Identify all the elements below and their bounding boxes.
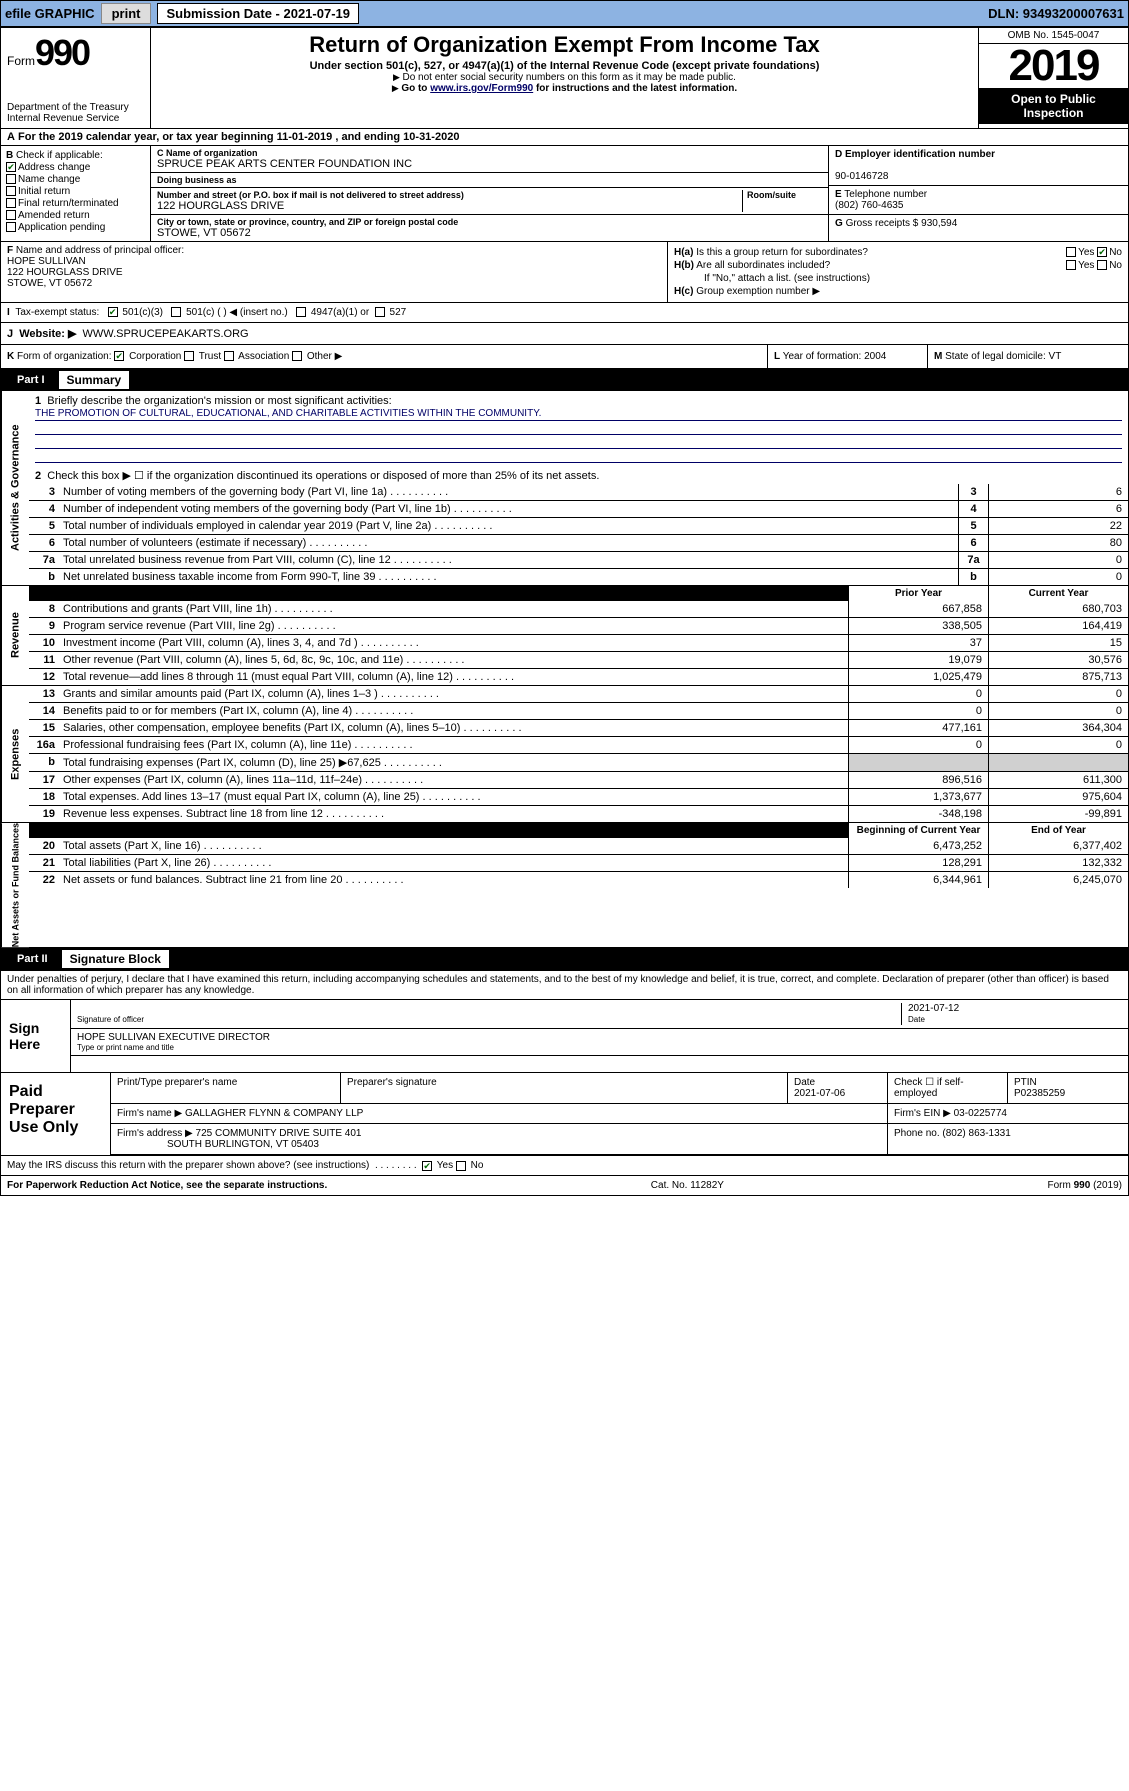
curr-8: 680,703 [988, 601, 1128, 617]
print-button[interactable]: print [101, 3, 152, 24]
form-word: Form [7, 54, 35, 68]
cb-initial-return[interactable] [6, 186, 16, 196]
col-b-checkboxes: B Check if applicable: Address change Na… [1, 146, 151, 241]
gov-val-3: 6 [988, 484, 1128, 500]
prior-14: 0 [848, 703, 988, 719]
curr-13: 0 [988, 686, 1128, 702]
curr-21: 132,332 [988, 855, 1128, 871]
form-subtitle-3: Go to www.irs.gov/Form990 for instructio… [157, 83, 972, 94]
pra-notice: For Paperwork Reduction Act Notice, see … [7, 1180, 327, 1191]
prior-19: -348,198 [848, 806, 988, 822]
curr-14: 0 [988, 703, 1128, 719]
sign-here-label: Sign Here [1, 1000, 71, 1072]
part-i-header: Part I Summary [1, 369, 1128, 391]
prior-10: 37 [848, 635, 988, 651]
dln-label: DLN: 93493200007631 [988, 6, 1124, 21]
org-city: STOWE, VT 05672 [157, 227, 822, 239]
cb-address-change[interactable] [6, 162, 16, 172]
cb-501c3[interactable] [108, 307, 118, 317]
website: WWW.SPRUCEPEAKARTS.ORG [83, 328, 249, 340]
open-public-badge: Open to Public Inspection [979, 88, 1128, 124]
part-ii-header: Part II Signature Block [1, 948, 1128, 970]
mission-text: THE PROMOTION OF CULTURAL, EDUCATIONAL, … [35, 407, 1122, 421]
gov-val-6: 80 [988, 535, 1128, 551]
curr-11: 30,576 [988, 652, 1128, 668]
cb-amended[interactable] [6, 210, 16, 220]
gross-receipts: 930,594 [921, 218, 957, 229]
form-subtitle-1: Under section 501(c), 527, or 4947(a)(1)… [157, 60, 972, 72]
gov-val-b: 0 [988, 569, 1128, 585]
curr-22: 6,245,070 [988, 872, 1128, 888]
prior-13: 0 [848, 686, 988, 702]
curr-12: 875,713 [988, 669, 1128, 685]
gov-val-7a: 0 [988, 552, 1128, 568]
gov-val-4: 6 [988, 501, 1128, 517]
phone: (802) 760-4635 [835, 200, 903, 211]
tax-year: 2019 [979, 44, 1128, 88]
officer-name: HOPE SULLIVAN [7, 256, 86, 267]
side-expenses: Expenses [1, 686, 29, 822]
prior-12: 1,025,479 [848, 669, 988, 685]
curr-17: 611,300 [988, 772, 1128, 788]
discuss-question: May the IRS discuss this return with the… [7, 1160, 483, 1171]
prior-22: 6,344,961 [848, 872, 988, 888]
form-number: 990 [35, 32, 89, 73]
curr-19: -99,891 [988, 806, 1128, 822]
prior-15: 477,161 [848, 720, 988, 736]
curr-9: 164,419 [988, 618, 1128, 634]
prior-b [848, 754, 988, 771]
cb-name-change[interactable] [6, 174, 16, 184]
paid-preparer-label: Paid Preparer Use Only [1, 1073, 111, 1155]
sign-date: 2021-07-12 [908, 1003, 959, 1014]
prior-11: 19,079 [848, 652, 988, 668]
row-a-period: A For the 2019 calendar year, or tax yea… [1, 129, 1128, 146]
side-netassets: Net Assets or Fund Balances [1, 823, 29, 947]
org-address: 122 HOURGLASS DRIVE [157, 200, 742, 212]
domicile: VT [1049, 351, 1062, 362]
prior-18: 1,373,677 [848, 789, 988, 805]
curr-18: 975,604 [988, 789, 1128, 805]
ein: 90-0146728 [835, 171, 888, 182]
org-name: SPRUCE PEAK ARTS CENTER FOUNDATION INC [157, 158, 822, 170]
firm-addr: 725 COMMUNITY DRIVE SUITE 401 [196, 1128, 362, 1139]
curr-15: 364,304 [988, 720, 1128, 736]
year-formation: 2004 [864, 351, 886, 362]
prep-date: 2021-07-06 [794, 1088, 845, 1099]
perjury-statement: Under penalties of perjury, I declare th… [1, 970, 1128, 999]
prior-16a: 0 [848, 737, 988, 753]
firm-name: GALLAGHER FLYNN & COMPANY LLP [185, 1108, 363, 1119]
firm-ein: 03-0225774 [954, 1108, 1007, 1119]
side-governance: Activities & Governance [1, 391, 29, 585]
cat-no: Cat. No. 11282Y [651, 1180, 724, 1191]
form-990: Form990 Department of the Treasury Inter… [0, 27, 1129, 1196]
prior-20: 6,473,252 [848, 838, 988, 854]
curr-10: 15 [988, 635, 1128, 651]
efile-label: efile GRAPHIC [5, 6, 95, 21]
ptin: P02385259 [1014, 1088, 1065, 1099]
form-footer: Form 990 (2019) [1048, 1180, 1122, 1191]
curr-b [988, 754, 1128, 771]
prior-21: 128,291 [848, 855, 988, 871]
prior-8: 667,858 [848, 601, 988, 617]
prior-17: 896,516 [848, 772, 988, 788]
submission-date: Submission Date - 2021-07-19 [157, 3, 359, 24]
curr-20: 6,377,402 [988, 838, 1128, 854]
cb-final-return[interactable] [6, 198, 16, 208]
firm-phone: (802) 863-1331 [942, 1128, 1010, 1139]
officer-print-name: HOPE SULLIVAN EXECUTIVE DIRECTOR [77, 1032, 1122, 1043]
prior-9: 338,505 [848, 618, 988, 634]
curr-16a: 0 [988, 737, 1128, 753]
side-revenue: Revenue [1, 586, 29, 685]
irs-link[interactable]: www.irs.gov/Form990 [430, 83, 533, 94]
form-title: Return of Organization Exempt From Incom… [157, 32, 972, 58]
cb-app-pending[interactable] [6, 222, 16, 232]
form-subtitle-2: Do not enter social security numbers on … [157, 72, 972, 83]
top-toolbar: efile GRAPHIC print Submission Date - 20… [0, 0, 1129, 27]
gov-val-5: 22 [988, 518, 1128, 534]
dept-label: Department of the Treasury Internal Reve… [7, 102, 144, 124]
